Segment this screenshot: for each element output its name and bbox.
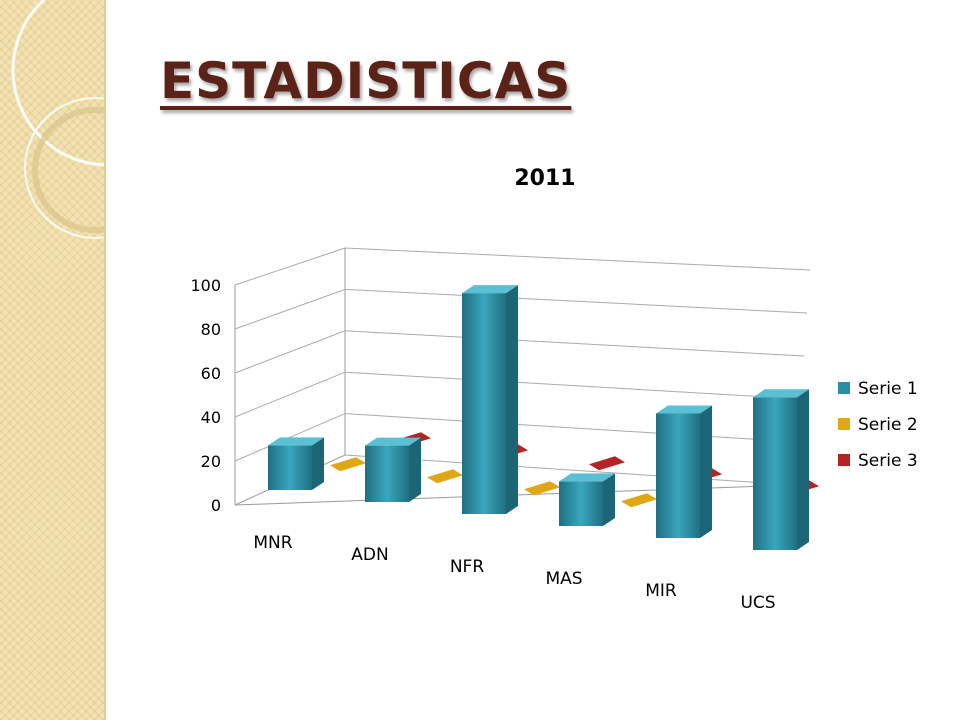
bar-side bbox=[700, 405, 712, 538]
y-tick-label: 20 bbox=[201, 452, 221, 471]
bar-side bbox=[506, 285, 518, 514]
bar-front bbox=[559, 481, 603, 526]
bar-top bbox=[462, 285, 518, 294]
serie-1-bars bbox=[268, 285, 809, 550]
x-tick-label: ADN bbox=[351, 545, 388, 565]
y-tick-label: 100 bbox=[190, 276, 221, 295]
bar-side bbox=[603, 473, 615, 526]
y-tick-label: 0 bbox=[211, 496, 221, 515]
bar-side bbox=[409, 437, 421, 502]
chart-title: 2011 bbox=[514, 166, 576, 191]
bar bbox=[462, 285, 518, 514]
serie-2-mark bbox=[427, 469, 463, 484]
gridline bbox=[234, 371, 802, 418]
legend-swatch bbox=[838, 382, 850, 394]
y-tick-label: 80 bbox=[201, 320, 221, 339]
y-tick-label: 60 bbox=[201, 364, 221, 383]
bar-front bbox=[268, 445, 312, 490]
serie-2-mark bbox=[524, 481, 560, 496]
bar-front bbox=[365, 445, 409, 502]
serie-3-mark bbox=[589, 456, 625, 471]
x-tick-label: MNR bbox=[253, 533, 292, 553]
bar-front bbox=[753, 397, 797, 550]
bar bbox=[268, 437, 324, 490]
bar bbox=[559, 473, 615, 526]
decorative-rings bbox=[11, 0, 104, 239]
bar-top bbox=[656, 405, 712, 414]
bar bbox=[753, 389, 809, 550]
page-title: ESTADISTICAS bbox=[160, 52, 572, 110]
x-axis-labels: MNR ADN NFR MAS MIR UCS bbox=[253, 533, 775, 613]
x-tick-label: NFR bbox=[450, 557, 484, 577]
legend-swatch bbox=[838, 454, 850, 466]
y-tick-label: 40 bbox=[201, 408, 221, 427]
bar-front bbox=[462, 293, 506, 514]
gridline bbox=[234, 288, 808, 330]
bar bbox=[656, 405, 712, 538]
bar-top bbox=[753, 389, 809, 398]
x-tick-label: MIR bbox=[645, 581, 677, 601]
x-tick-label: MAS bbox=[545, 569, 582, 589]
gridline bbox=[234, 330, 805, 374]
bar-side bbox=[797, 389, 809, 550]
legend-entry: Serie 1 bbox=[858, 379, 918, 399]
legend-entry: Serie 3 bbox=[858, 451, 918, 471]
y-axis-ticks: 0 20 40 60 80 100 bbox=[190, 276, 221, 515]
legend: Serie 1 Serie 2 Serie 3 bbox=[838, 379, 918, 471]
gridline bbox=[234, 247, 811, 286]
bar-front bbox=[656, 413, 700, 538]
bar-side bbox=[312, 437, 324, 490]
serie-2-mark bbox=[330, 457, 366, 472]
bar-top bbox=[559, 473, 615, 482]
decorative-side-panel bbox=[0, 0, 106, 720]
x-tick-label: UCS bbox=[740, 593, 775, 613]
bar-top bbox=[365, 437, 421, 446]
bar-top bbox=[268, 437, 324, 446]
bar bbox=[365, 437, 421, 502]
serie-2-mark bbox=[621, 493, 657, 508]
legend-swatch bbox=[838, 418, 850, 430]
legend-entry: Serie 2 bbox=[858, 415, 918, 435]
